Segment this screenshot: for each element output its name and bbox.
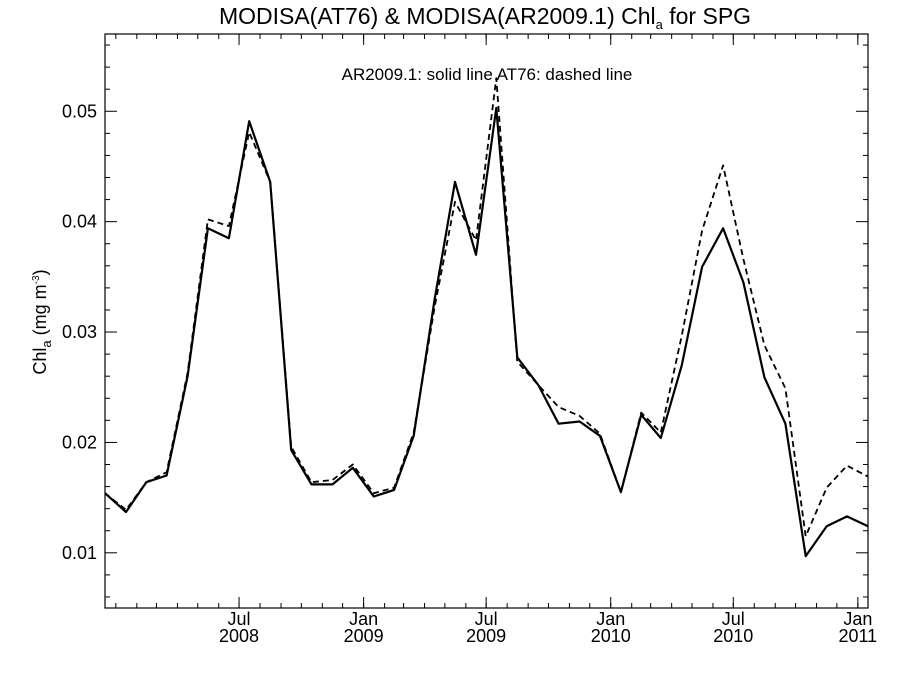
x-tick-month-label: Jul	[475, 609, 498, 629]
x-tick-month-label: Jul	[228, 609, 251, 629]
x-tick-month-label: Jan	[596, 609, 625, 629]
chart-title: MODISA(AT76) & MODISA(AR2009.1) Chla for…	[219, 3, 751, 32]
x-tick-year-label: 2010	[591, 626, 631, 646]
line-style-annotation: AR2009.1: solid line AT76: dashed line	[342, 65, 633, 84]
x-tick-year-label: 2009	[344, 626, 384, 646]
x-tick-year-label: 2010	[713, 626, 753, 646]
series-line-at76	[104, 77, 869, 538]
y-tick-label: 0.02	[62, 432, 97, 452]
x-tick-month-label: Jul	[722, 609, 745, 629]
y-axis-label-unit: (mg m	[30, 284, 50, 340]
x-tick-month-label: Jan	[843, 609, 872, 629]
y-axis-label-main: Chl	[30, 348, 50, 375]
axis-ticks: 0.010.020.030.040.05Jul2008Jan2009Jul200…	[62, 34, 877, 646]
x-tick-year-label: 2009	[466, 626, 506, 646]
y-tick-label: 0.05	[62, 101, 97, 121]
series-line-ar2009-1	[104, 106, 869, 558]
plot-frame	[104, 33, 869, 609]
chart-title-subscript: a	[656, 17, 664, 32]
y-axis-label-subscript: a	[39, 340, 54, 348]
x-tick-month-label: Jan	[349, 609, 378, 629]
y-axis-label-unit-close: )	[30, 269, 50, 275]
y-tick-label: 0.04	[62, 212, 97, 232]
chart-title-main: MODISA(AT76) & MODISA(AR2009.1) Chl	[219, 3, 656, 29]
x-tick-year-label: 2011	[838, 626, 877, 646]
y-tick-label: 0.03	[62, 322, 97, 342]
y-axis-label: Chla (mg m-3)	[30, 269, 54, 374]
y-axis-label-unit-exponent: -3	[31, 275, 42, 284]
series-lines	[104, 77, 869, 558]
y-tick-label: 0.01	[62, 543, 97, 563]
x-tick-year-label: 2008	[219, 626, 259, 646]
chart-title-suffix: for SPG	[663, 3, 751, 29]
